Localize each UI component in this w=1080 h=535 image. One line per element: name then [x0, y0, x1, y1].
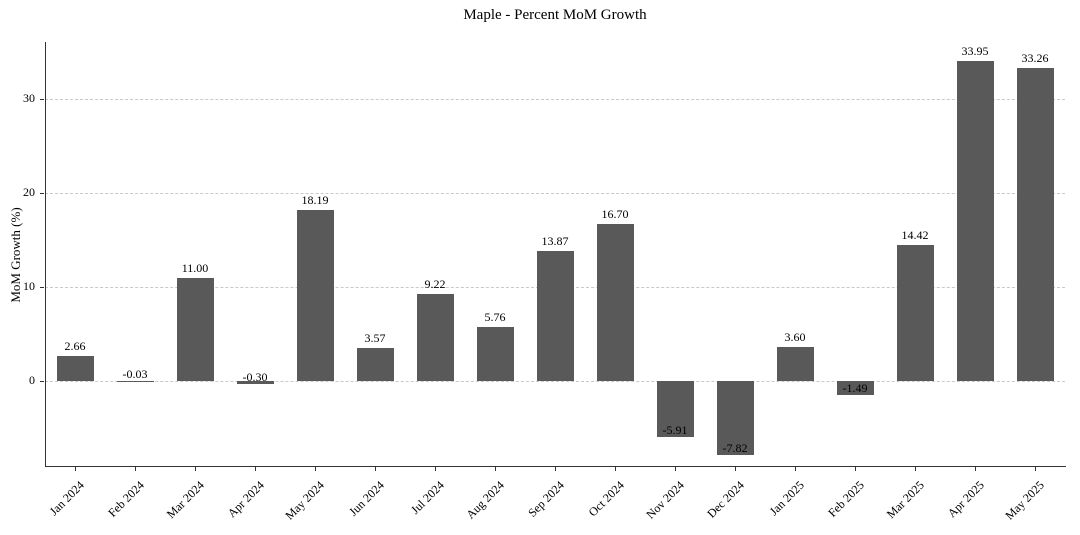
- bar-mar-2025: [896, 245, 934, 382]
- bar-value-label: 9.22: [424, 277, 446, 292]
- bar-jan-2024: [56, 356, 94, 382]
- bar-value-label: 16.70: [601, 206, 629, 221]
- y-tick-label: 30: [23, 90, 35, 105]
- x-tick-mark: [675, 467, 676, 471]
- y-tick-mark: [40, 192, 44, 194]
- bar-dec-2024: [716, 381, 754, 455]
- bar-jul-2024: [416, 294, 454, 382]
- bar-value-label: 14.42: [901, 228, 929, 243]
- x-tick-mark: [195, 467, 196, 471]
- bar-value-label: -5.91: [662, 422, 688, 437]
- bar-jun-2024: [356, 347, 394, 382]
- bar-value-label: 13.87: [541, 233, 569, 248]
- x-tick-mark: [915, 467, 916, 471]
- x-axis-spine: [45, 466, 1066, 467]
- x-tick-mark: [555, 467, 556, 471]
- x-tick-mark: [1035, 467, 1036, 471]
- bar-aug-2024: [476, 326, 514, 382]
- bar-apr-2024: [236, 381, 274, 384]
- bar-value-label: 18.19: [301, 192, 329, 207]
- bar-mar-2024: [176, 277, 214, 382]
- y-tick-label: 20: [23, 184, 35, 199]
- bar-value-label: -0.03: [122, 367, 148, 382]
- x-tick-mark: [795, 467, 796, 471]
- bar-nov-2024: [656, 381, 694, 437]
- bar-oct-2024: [596, 223, 634, 382]
- bar-value-label: 33.95: [961, 44, 989, 59]
- x-tick-mark: [975, 467, 976, 471]
- chart-title: Maple - Percent MoM Growth: [463, 7, 647, 23]
- bar-value-label: 3.60: [784, 330, 806, 345]
- x-tick-mark: [315, 467, 316, 471]
- x-tick-mark: [855, 467, 856, 471]
- y-tick-mark: [40, 381, 44, 383]
- bar-value-label: -1.49: [842, 381, 868, 396]
- bar-jan-2025: [776, 347, 814, 382]
- bar-may-2025: [1016, 67, 1054, 382]
- y-tick-mark: [40, 98, 44, 100]
- bar-apr-2025: [956, 61, 994, 382]
- x-tick-mark: [735, 467, 736, 471]
- x-tick-mark: [255, 467, 256, 471]
- bar-value-label: -7.82: [722, 440, 748, 455]
- x-tick-mark: [435, 467, 436, 471]
- y-tick-label: 0: [29, 373, 35, 388]
- gridline: [45, 192, 1065, 194]
- bar-feb-2024: [116, 381, 154, 383]
- y-axis-spine: [45, 42, 46, 466]
- bar-value-label: 3.57: [364, 330, 386, 345]
- bar-value-label: 2.66: [64, 339, 86, 354]
- bar-value-label: 33.26: [1021, 50, 1049, 65]
- gridline: [45, 381, 1065, 383]
- y-tick-label: 10: [23, 278, 35, 293]
- x-tick-mark: [495, 467, 496, 471]
- x-tick-mark: [375, 467, 376, 471]
- y-tick-mark: [40, 286, 44, 288]
- bar-value-label: 11.00: [181, 260, 209, 275]
- x-tick-mark: [615, 467, 616, 471]
- x-tick-mark: [75, 467, 76, 471]
- bar-sep-2024: [536, 250, 574, 382]
- bar-value-label: -0.30: [242, 370, 268, 385]
- x-tick-mark: [135, 467, 136, 471]
- bar-value-label: 5.76: [484, 309, 506, 324]
- gridline: [45, 98, 1065, 100]
- x-tick-label: Jan 2024: [46, 478, 87, 519]
- bar-feb-2025: [836, 381, 874, 396]
- bar-may-2024: [296, 209, 334, 382]
